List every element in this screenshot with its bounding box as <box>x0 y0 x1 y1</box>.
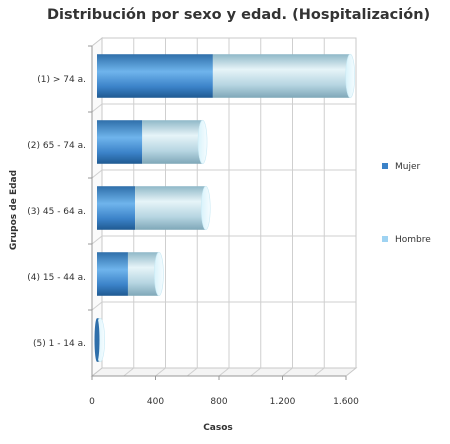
bar-cap-4 <box>154 251 164 297</box>
chart-title: Distribución por sexo y edad. (Hospitali… <box>47 7 430 23</box>
y-tick-label: (3) 45 - 64 a. <box>27 207 86 217</box>
y-tick-label: (4) 15 - 44 a. <box>27 273 86 283</box>
grid-line-side <box>91 301 103 311</box>
y-tick-label: (5) 1 - 14 a. <box>33 339 86 349</box>
grid-line-floor <box>155 367 166 377</box>
bar-mujer-2[interactable] <box>97 120 143 164</box>
x-tick-label: 1.600 <box>333 397 359 407</box>
x-tick-label: 400 <box>147 397 164 407</box>
bar-mujer-1[interactable] <box>97 54 213 98</box>
legend-swatch-hombre <box>382 236 388 242</box>
grid-line-floor <box>123 367 135 377</box>
legend: Mujer Hombre <box>382 162 431 245</box>
legend-item-mujer[interactable]: Mujer <box>382 162 421 172</box>
legend-item-hombre[interactable]: Hombre <box>382 235 431 245</box>
bar-cap-3 <box>200 185 211 231</box>
legend-label-hombre: Hombre <box>395 235 431 245</box>
x-tick-label: 800 <box>210 397 227 407</box>
y-tick-label: (1) > 74 a. <box>37 75 86 85</box>
bar-hombre-1[interactable] <box>212 54 351 98</box>
x-axis-title: Casos <box>203 423 233 433</box>
bar-cap-1 <box>345 53 356 99</box>
bar-hombre-2[interactable] <box>142 120 203 164</box>
grid-line-side <box>91 169 103 179</box>
legend-swatch-mujer <box>382 163 388 169</box>
legend-label-mujer: Mujer <box>395 162 421 172</box>
grid-line-side <box>91 235 103 245</box>
y-tick-label: (2) 65 - 74 a. <box>27 141 86 151</box>
grid-line-floor <box>282 367 293 377</box>
grid-line-floor <box>313 367 325 377</box>
y-axis-title: Grupos de Edad <box>9 170 19 250</box>
bar-start-cap-5 <box>94 318 100 362</box>
grid-line-floor <box>186 367 198 377</box>
grid-line-floor <box>250 367 262 377</box>
x-tick-label: 1.200 <box>270 397 296 407</box>
grid-line-floor <box>218 367 230 377</box>
bar-hombre-3[interactable] <box>135 186 206 230</box>
bar-cap-2 <box>197 119 208 165</box>
grid-line-side <box>91 103 103 113</box>
bar-hombre-4[interactable] <box>127 252 159 296</box>
bar-mujer-4[interactable] <box>97 252 128 296</box>
x-tick-label: 0 <box>89 397 95 407</box>
plot-area: 0 400 800 1.200 1.600 (1) > 74 a. (2) 65 - 74 … <box>27 36 359 407</box>
bar-mujer-3[interactable] <box>97 186 136 230</box>
